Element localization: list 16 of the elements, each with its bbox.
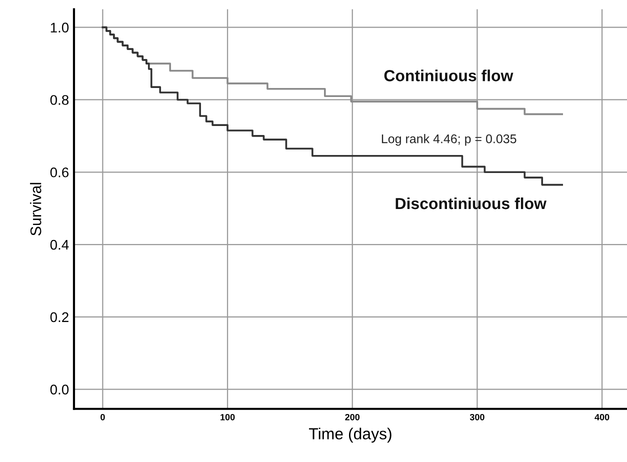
- x-tick-label: 200: [345, 414, 360, 420]
- y-tick-label: 0.4: [50, 240, 69, 250]
- y-tick-label: 0.0: [50, 384, 69, 394]
- annotation: Log rank 4.46; p = 0.035: [382, 134, 516, 146]
- x-tick-label: 400: [594, 414, 610, 420]
- x-axis-title: Time (days): [309, 428, 392, 443]
- y-axis-title: Survival: [30, 182, 42, 236]
- x-tick-label: 100: [220, 414, 235, 420]
- x-tick-label: 300: [470, 414, 484, 420]
- y-tick-label: 0.6: [50, 167, 69, 178]
- x-tick-label: 0: [100, 414, 105, 420]
- series-label: Discontiniuous flow: [396, 197, 546, 210]
- y-tick-label: 0.8: [50, 95, 69, 105]
- y-tick-label: 0.2: [50, 312, 68, 322]
- y-tick-label: 1.0: [50, 22, 69, 33]
- series-label: Continiuous flow: [384, 70, 514, 82]
